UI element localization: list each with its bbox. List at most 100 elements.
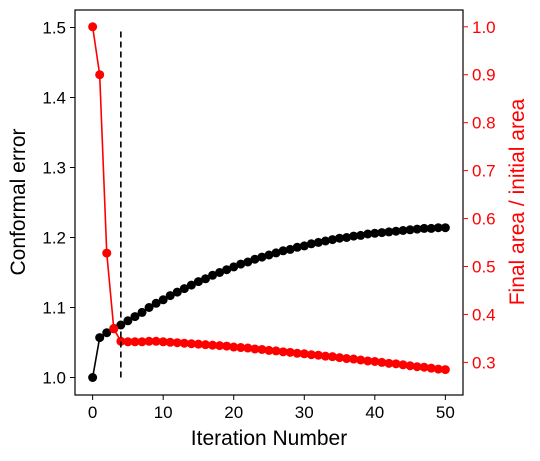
series-1-point bbox=[412, 224, 422, 234]
y-axis-right-title: Final area / initial area bbox=[506, 98, 529, 305]
series-2-point bbox=[384, 358, 394, 368]
series-2-point bbox=[356, 355, 366, 365]
series-1-point bbox=[440, 223, 450, 233]
series-2-point bbox=[278, 347, 288, 357]
series-2-point bbox=[391, 359, 401, 369]
series-2-point bbox=[405, 361, 415, 371]
series-1-point bbox=[405, 225, 415, 235]
series-2-point bbox=[306, 350, 316, 360]
series-1-point bbox=[433, 223, 443, 233]
y-right-tick-label: 0.9 bbox=[472, 66, 496, 85]
x-tick-label: 30 bbox=[295, 403, 314, 422]
series-2-point bbox=[179, 338, 189, 348]
series-2-point bbox=[377, 357, 387, 367]
series-2-point bbox=[327, 352, 337, 362]
y-right-tick-label: 0.4 bbox=[472, 305, 496, 324]
series-2-point bbox=[433, 364, 443, 374]
series-2-point bbox=[208, 340, 218, 350]
series-1-point bbox=[363, 229, 373, 239]
series-2-point bbox=[215, 341, 225, 351]
series-2-point bbox=[95, 70, 105, 80]
series-2-point bbox=[320, 351, 330, 361]
series-2-point bbox=[151, 336, 161, 346]
series-1-point bbox=[95, 333, 105, 343]
y-left-tick-label: 1.4 bbox=[42, 89, 66, 108]
series-1-point bbox=[271, 248, 281, 258]
y-left-tick-label: 1.3 bbox=[42, 159, 66, 178]
series-1-line bbox=[91, 226, 446, 378]
y-left-tick-label: 1.5 bbox=[42, 19, 66, 38]
y-right-tick-label: 0.3 bbox=[472, 353, 496, 372]
series-2-point bbox=[412, 362, 422, 372]
series-2-point bbox=[186, 339, 196, 349]
series-1-point bbox=[335, 233, 345, 243]
y-right-tick-label: 1.0 bbox=[472, 18, 496, 37]
series-1-point bbox=[320, 236, 330, 246]
series-1-point bbox=[356, 230, 366, 240]
series-1-point bbox=[137, 307, 147, 317]
series-1-point bbox=[236, 259, 246, 269]
x-axis-title: Iteration Number bbox=[191, 427, 347, 450]
y-left-tick-label: 1.2 bbox=[42, 229, 66, 248]
y-axis-right: 0.3 0.4 0.5 0.6 0.7 0.8 0.9 1.0 bbox=[463, 18, 496, 372]
series-1-point bbox=[306, 239, 316, 249]
series-2-point bbox=[370, 356, 380, 366]
y-right-tick-label: 0.6 bbox=[472, 210, 496, 229]
y-left-tick-label: 1.0 bbox=[42, 369, 66, 388]
series-1-point bbox=[384, 227, 394, 237]
series-1-point bbox=[342, 233, 352, 242]
series-1-point bbox=[250, 254, 260, 264]
y-left-tick-label: 1.1 bbox=[42, 299, 66, 318]
series-layer bbox=[88, 22, 450, 382]
series-1-point bbox=[186, 280, 196, 290]
series-1-point bbox=[215, 268, 225, 277]
series-1-point bbox=[151, 298, 161, 308]
series-1-point bbox=[179, 284, 189, 294]
series-2-point bbox=[313, 350, 323, 360]
series-2-point bbox=[109, 324, 119, 334]
x-tick-label: 10 bbox=[154, 403, 173, 422]
series-1-point bbox=[327, 235, 337, 245]
series-2-point bbox=[88, 22, 98, 32]
series-2-point bbox=[222, 341, 232, 351]
plot-frame bbox=[74, 9, 464, 396]
series-1-point bbox=[264, 250, 274, 260]
series-2-point bbox=[123, 337, 133, 347]
y-right-tick-label: 0.7 bbox=[472, 162, 496, 181]
series-2-point bbox=[102, 248, 112, 258]
series-2-point bbox=[342, 354, 352, 364]
y-axis-left: 1.0 1.1 1.2 1.3 1.4 1.5 bbox=[42, 19, 75, 388]
series-1-point bbox=[391, 226, 401, 236]
series-1-point bbox=[201, 274, 211, 284]
series-2-point bbox=[172, 338, 182, 348]
series-2-point bbox=[335, 353, 345, 363]
series-1-point bbox=[208, 270, 218, 280]
series-2-point bbox=[419, 362, 429, 372]
series-1-point bbox=[370, 228, 380, 238]
series-1-point bbox=[123, 316, 133, 326]
series-1-point bbox=[243, 257, 253, 267]
series-2-point bbox=[116, 336, 126, 346]
series-2-point bbox=[130, 337, 140, 347]
series-2-point bbox=[243, 343, 253, 353]
y-right-tick-label: 0.8 bbox=[472, 114, 496, 133]
series-2-point bbox=[250, 344, 260, 354]
series-2-line bbox=[91, 26, 446, 371]
series-2-point bbox=[398, 360, 408, 370]
series-2-point bbox=[271, 346, 281, 356]
series-2-point bbox=[236, 343, 246, 353]
series-1-point bbox=[144, 303, 154, 312]
y-right-tick-label: 0.5 bbox=[472, 258, 496, 277]
series-1-point bbox=[130, 312, 140, 322]
series-1-point bbox=[222, 265, 232, 275]
series-1-point bbox=[102, 328, 112, 338]
series-1-point bbox=[299, 241, 309, 251]
x-tick-label: 0 bbox=[88, 403, 97, 422]
series-2-point bbox=[165, 337, 175, 347]
series-2-point bbox=[349, 354, 359, 364]
series-2-point bbox=[299, 349, 309, 359]
y-axis-left-title: Conformal error bbox=[7, 128, 30, 275]
series-2-point bbox=[426, 363, 436, 373]
series-1-point bbox=[313, 237, 323, 247]
